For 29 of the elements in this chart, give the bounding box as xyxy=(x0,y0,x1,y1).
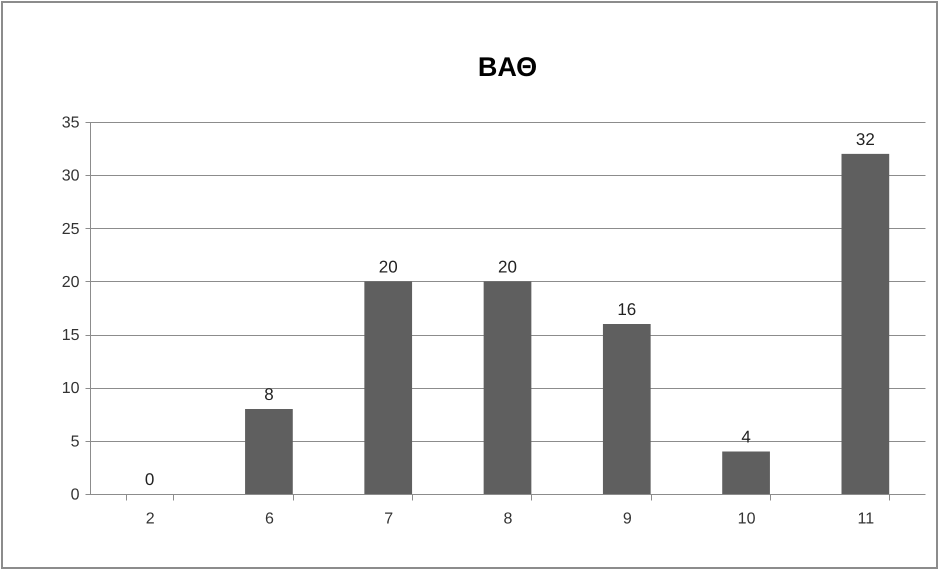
x-tick-label: 6 xyxy=(264,510,274,528)
y-tick-label: 25 xyxy=(62,220,80,238)
bar xyxy=(484,281,532,494)
data-label: 20 xyxy=(498,257,517,276)
y-tick-label: 35 xyxy=(62,114,80,132)
bar xyxy=(364,281,412,494)
y-tick-label: 0 xyxy=(70,486,80,504)
bar xyxy=(245,408,293,494)
x-tick-label: 7 xyxy=(384,510,394,528)
x-tick-label: 8 xyxy=(504,510,513,528)
x-tick-label: 9 xyxy=(622,510,632,528)
data-label: 16 xyxy=(617,300,636,319)
y-tick-label: 5 xyxy=(70,433,80,450)
y-tick-label: 15 xyxy=(62,327,80,344)
x-tick-label: 11 xyxy=(858,510,874,528)
bar xyxy=(602,324,651,494)
chart-title: ΒΑΘ xyxy=(478,52,538,82)
bar xyxy=(842,154,890,494)
data-label: 8 xyxy=(264,384,274,404)
y-tick-label: 30 xyxy=(62,168,80,185)
y-tick-label: 20 xyxy=(62,274,80,291)
data-label: 0 xyxy=(144,470,154,489)
data-label: 4 xyxy=(741,427,751,446)
data-label: 20 xyxy=(378,257,398,276)
data-label: 32 xyxy=(856,130,875,149)
bar xyxy=(722,451,770,494)
x-tick-label: 10 xyxy=(738,510,756,528)
x-tick-label: 2 xyxy=(146,510,155,528)
y-tick-label: 10 xyxy=(62,380,80,398)
